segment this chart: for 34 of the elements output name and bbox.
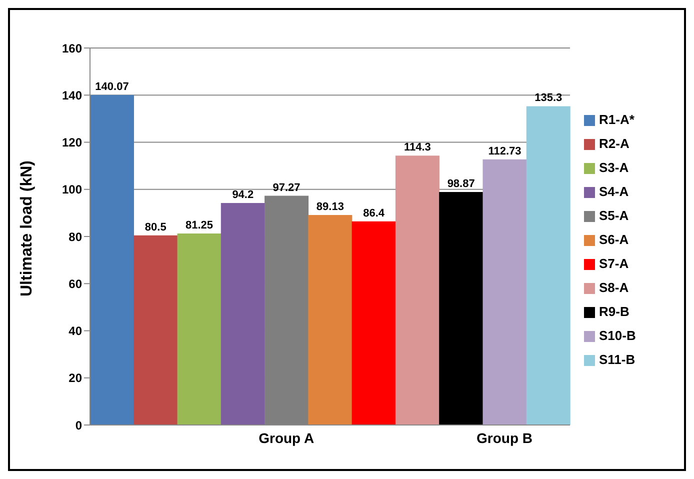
data-label: 89.13	[316, 200, 344, 213]
x-tick-label: Group B	[476, 430, 533, 446]
y-tick-label: 80	[68, 230, 82, 244]
y-tick-label: 40	[68, 324, 82, 338]
y-axis-title: Ultimate load (kN)	[18, 160, 36, 296]
y-tick-label: 60	[68, 276, 82, 291]
data-label: 98.87	[447, 178, 475, 190]
y-tick-label: 0	[75, 418, 82, 432]
legend-label: R9-B	[599, 304, 630, 318]
data-label: 86.4	[363, 207, 386, 220]
data-label: 80.5	[144, 221, 166, 234]
legend-label: S10-B	[599, 328, 636, 342]
data-label: 135.3	[534, 92, 562, 104]
x-tick-label: Group A	[258, 430, 314, 446]
legend-label: S3-A	[599, 160, 629, 174]
legend-label: R1-A*	[599, 112, 634, 126]
legend-label: S5-A	[599, 208, 629, 222]
y-tick-label: 20	[68, 371, 82, 386]
legend-label: S11-B	[599, 352, 636, 366]
data-label: 112.73	[488, 145, 522, 158]
legend-label: S6-A	[599, 232, 629, 246]
legend-label: S4-A	[599, 184, 629, 198]
y-tick-label: 100	[62, 182, 82, 197]
legend-label: R2-A	[599, 136, 630, 150]
data-label: 114.3	[404, 142, 431, 154]
y-tick-label: 140	[62, 88, 82, 102]
data-label: 97.27	[272, 182, 300, 194]
legend-label: S7-A	[599, 256, 629, 270]
data-label: 94.2	[232, 189, 254, 202]
y-tick-label: 160	[62, 41, 82, 56]
legend-label: S8-A	[599, 280, 629, 294]
y-tick-label: 120	[62, 136, 82, 150]
data-label: 81.25	[186, 220, 214, 232]
data-label: 140.07	[95, 80, 129, 93]
